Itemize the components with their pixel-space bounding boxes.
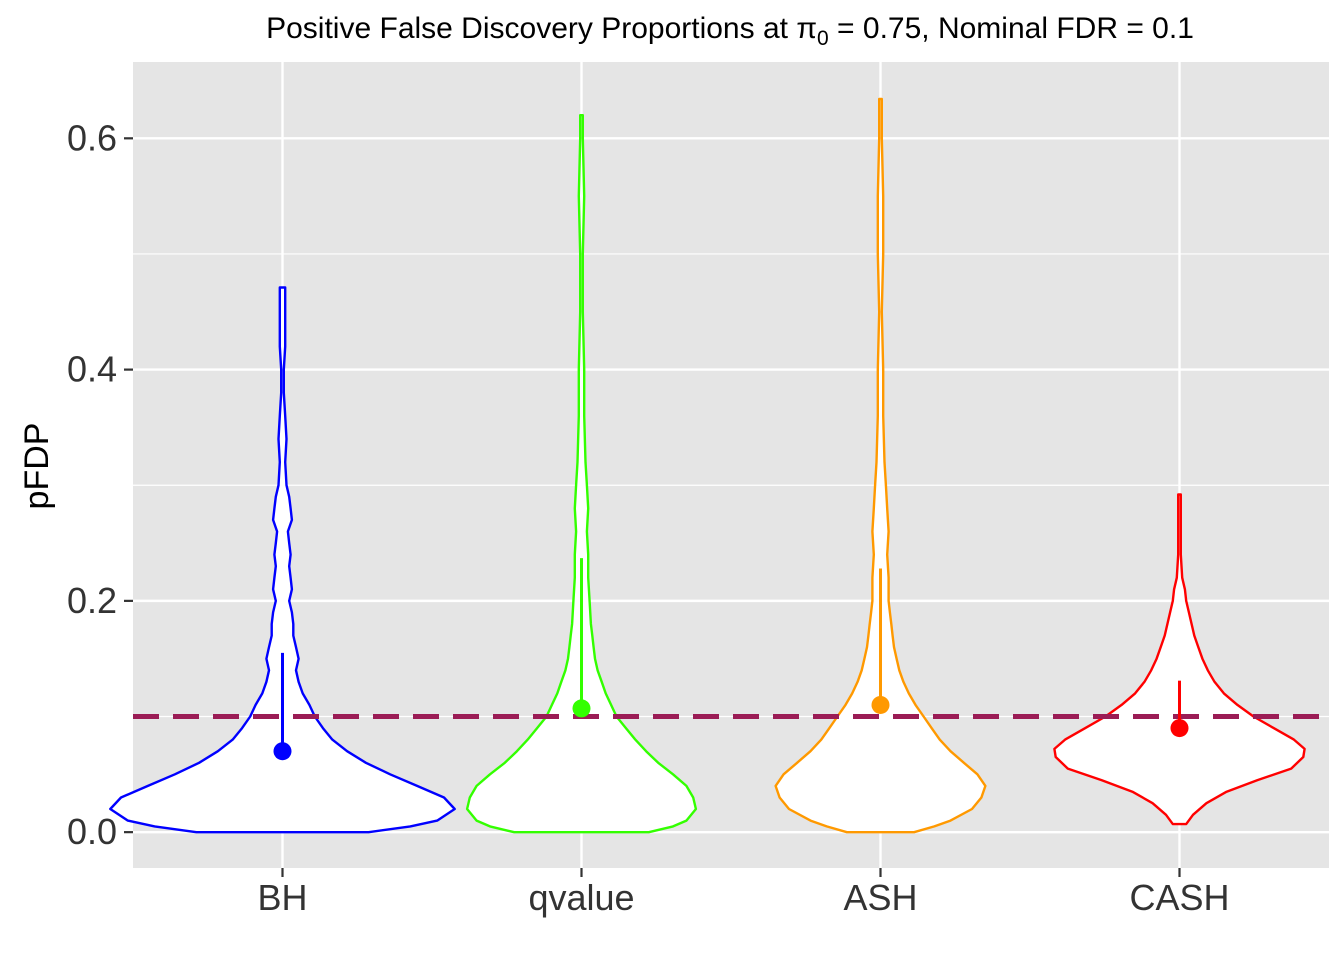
violin-ASH xyxy=(774,97,987,834)
violin-CASH xyxy=(1053,493,1306,826)
y-tick-label: 0.4 xyxy=(67,349,117,390)
pi-subscript: 0 xyxy=(817,27,829,50)
pi-symbol: π xyxy=(796,12,817,45)
chart-title: Positive False Discovery Proportions at … xyxy=(266,12,1194,50)
x-tick-label-qvalue: qvalue xyxy=(528,877,634,918)
violin-qvalue xyxy=(465,114,698,834)
x-tick-label-CASH: CASH xyxy=(1129,877,1229,918)
x-tick-label-BH: BH xyxy=(257,877,307,918)
mean-point-ASH xyxy=(871,695,890,714)
x-tick-label-ASH: ASH xyxy=(843,877,917,918)
y-axis-title: pFDP xyxy=(18,423,56,510)
mean-point-BH xyxy=(273,742,292,761)
intervals xyxy=(273,558,1189,761)
y-tick-label: 0.0 xyxy=(67,811,117,852)
mean-point-CASH xyxy=(1170,719,1189,738)
y-tick-label: 0.2 xyxy=(67,580,117,621)
axes: 0.0 0.2 0.4 0.6 BH qvalue ASH CASH xyxy=(67,117,1230,918)
violin-BH xyxy=(109,286,456,834)
mean-point-qvalue xyxy=(572,699,591,718)
y-tick-label: 0.6 xyxy=(67,117,117,158)
violins xyxy=(109,97,1306,834)
